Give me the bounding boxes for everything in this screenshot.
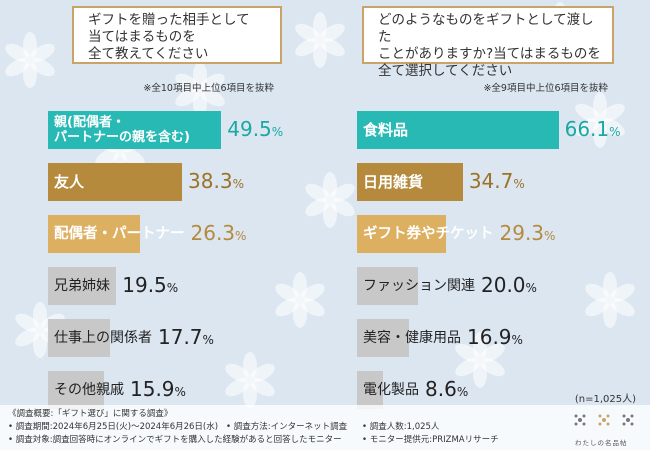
- bar: [357, 215, 447, 253]
- bar-value: 16.9%: [467, 325, 523, 349]
- bar-value: 20.0%: [481, 273, 537, 297]
- value-number: 17.7: [158, 325, 203, 349]
- bar-value: 38.3%: [188, 169, 244, 193]
- brand-logo-text: わたしの名品帖: [575, 439, 628, 447]
- survey-footer: 《調査概要:「ギフト選び」に関する調査》 • 調査期間:2024年6月25日(火…: [0, 405, 650, 450]
- value-number: 19.5: [122, 273, 167, 297]
- left-question-box: ギフトを贈った相手として 当てはまるものを 全て教えてください: [72, 6, 282, 64]
- value-number: 16.9: [467, 325, 512, 349]
- value-unit: %: [525, 281, 537, 295]
- survey-target: • 調査対象:調査回答時にオンラインでギフトを購入した経験があると回答したモニタ…: [8, 435, 342, 445]
- bar-value: 17.7%: [158, 325, 214, 349]
- bar-label: 配偶者・パートナー: [54, 225, 185, 242]
- bar: [48, 163, 183, 201]
- bar-row: ギフト券やチケット 29.3%: [357, 215, 637, 253]
- bar-row: 兄弟姉妹 19.5%: [48, 267, 328, 305]
- survey-method: • 調査方法:インターネット調査: [226, 422, 348, 432]
- bar-row: 親(配偶者・ パートナーの親を含む) 49.5%: [48, 111, 328, 149]
- value-unit: %: [271, 125, 284, 139]
- value-number: 8.6: [425, 377, 457, 401]
- value-number: 26.3: [190, 221, 236, 245]
- value-number: 20.0: [481, 273, 526, 297]
- value-unit: %: [609, 125, 621, 139]
- bar-value: 15.9%: [130, 377, 186, 401]
- bar-value: 29.3%: [500, 221, 556, 245]
- value-number: 49.5: [227, 117, 272, 141]
- bar: [357, 111, 559, 149]
- bar-value: 34.7%: [469, 169, 525, 193]
- survey-title: 《調査概要:「ギフト選び」に関する調査》: [8, 409, 173, 419]
- bar-value: 19.5%: [122, 273, 178, 297]
- bar-label: 美容・健康用品: [363, 329, 461, 346]
- bar-label: ファッション関連: [363, 277, 475, 294]
- value-number: 38.3: [188, 169, 233, 193]
- value-number: 29.3: [499, 221, 545, 245]
- bar-row: 美容・健康用品 16.9%: [357, 319, 637, 357]
- value-unit: %: [202, 333, 214, 347]
- value-unit: %: [174, 385, 186, 399]
- value-unit: %: [544, 229, 556, 243]
- value-unit: %: [511, 333, 523, 347]
- bar-row: 日用雑貨 34.7%: [357, 163, 637, 201]
- right-note: ※全9項目中上位6項目を抜粋: [483, 83, 608, 94]
- value-number: 15.9: [130, 377, 175, 401]
- value-unit: %: [166, 281, 179, 295]
- survey-period: • 調査期間:2024年6月25日(火)〜2024年6月26日(水): [8, 422, 219, 432]
- bar-label: 兄弟姉妹: [54, 277, 110, 294]
- bar-value: 26.3%: [191, 221, 247, 245]
- bar: [357, 267, 418, 305]
- value-unit: %: [232, 177, 244, 191]
- bar: [48, 111, 222, 149]
- bar-row: 友人 38.3%: [48, 163, 328, 201]
- left-note: ※全10項目中上位6項目を抜粋: [143, 83, 274, 94]
- bar-value: 49.5%: [227, 117, 283, 141]
- bar-label: 親(配偶者・ パートナーの親を含む): [54, 115, 190, 145]
- value-number: 66.1: [564, 117, 610, 141]
- bar-row: 配偶者・パートナー 26.3%: [48, 215, 328, 253]
- bar-row: その他親戚 15.9%: [48, 371, 328, 409]
- bar: [48, 267, 117, 305]
- value-unit: %: [235, 229, 247, 243]
- bar-label: 友人: [54, 172, 85, 191]
- value-number: 34.7: [468, 169, 514, 193]
- bar: [48, 319, 110, 357]
- bar-value: 8.6%: [425, 377, 468, 401]
- bar-row: 電化製品 8.6%: [357, 371, 637, 409]
- value-unit: %: [456, 385, 469, 399]
- bar: [357, 163, 463, 201]
- survey-respondents: • 調査人数:1,025人: [362, 422, 440, 432]
- bar: [357, 319, 409, 357]
- survey-monitor: • モニター提供元:PRIZMAリサーチ: [362, 435, 499, 445]
- bar-label: 食料品: [363, 120, 409, 139]
- bar-label: 日用雑貨: [363, 172, 424, 191]
- bar-row: ファッション関連 20.0%: [357, 267, 637, 305]
- bar: [48, 215, 141, 253]
- sample-size: (n=1,025人): [574, 394, 636, 405]
- bar-label: 仕事上の関係者: [54, 329, 152, 346]
- bar-label: その他親戚: [54, 381, 124, 398]
- bar: [357, 371, 384, 409]
- bar: [48, 371, 104, 409]
- bar-row: 仕事上の関係者 17.7%: [48, 319, 328, 357]
- bar-label: 電化製品: [363, 381, 419, 398]
- bar-label: ギフト券やチケット: [363, 225, 494, 242]
- brand-logo-icon: [574, 414, 634, 426]
- value-unit: %: [513, 177, 525, 191]
- bar-row: 食料品 66.1%: [357, 111, 637, 149]
- right-question-box: どのようなものをギフトとして渡した ことがありますか?当てはまるものを 全て選択…: [362, 6, 614, 79]
- bar-value: 66.1%: [565, 117, 621, 141]
